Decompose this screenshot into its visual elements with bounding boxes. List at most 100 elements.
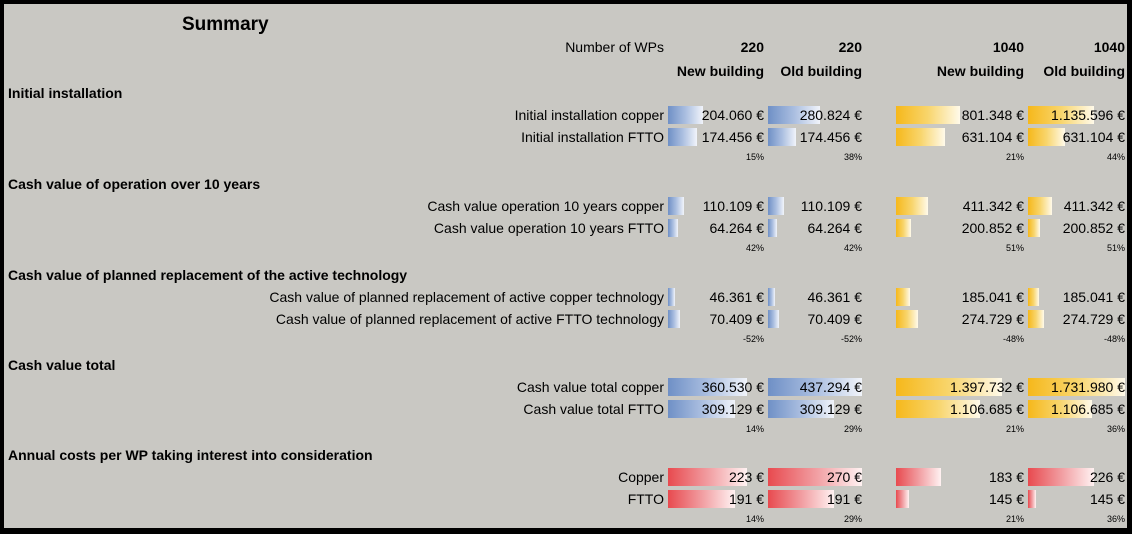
value-bar xyxy=(668,106,703,124)
value-bar xyxy=(768,468,862,486)
value-cell: 437.294 € xyxy=(799,379,862,395)
value-cell: 1.106.685 € xyxy=(1051,401,1125,417)
value-bar xyxy=(768,128,796,146)
section-title: Cash value of operation over 10 years xyxy=(8,176,261,192)
value-bar xyxy=(1028,400,1092,418)
value-bar xyxy=(896,288,910,306)
summary-sheet: Summary Number of WPs 220 220 1040 1040 … xyxy=(4,4,1127,528)
value-cell: 185.041 € xyxy=(961,289,1024,305)
value-cell: 631.104 € xyxy=(961,129,1024,145)
section-title: Initial installation xyxy=(8,85,123,101)
value-cell: 185.041 € xyxy=(1062,289,1125,305)
percent-difference: -48% xyxy=(1002,334,1024,344)
value-cell: 46.361 € xyxy=(709,289,765,305)
value-cell: 411.342 € xyxy=(962,198,1024,214)
percent-difference: -52% xyxy=(840,334,862,344)
value-bar xyxy=(768,310,779,328)
value-bar xyxy=(768,288,775,306)
value-cell: 191 € xyxy=(826,491,862,507)
percent-difference: 36% xyxy=(1106,514,1125,524)
value-cell: 70.409 € xyxy=(807,311,863,327)
value-cell: 70.409 € xyxy=(709,311,765,327)
percent-difference: 36% xyxy=(1106,424,1125,434)
value-cell: 1.135.596 € xyxy=(1051,107,1125,123)
value-cell: 145 € xyxy=(988,491,1024,507)
value-cell: 64.264 € xyxy=(807,220,863,236)
value-bar xyxy=(668,219,678,237)
value-cell: 191 € xyxy=(728,491,764,507)
value-cell: 309.129 € xyxy=(701,401,764,417)
percent-difference: 29% xyxy=(843,424,862,434)
value-cell: 64.264 € xyxy=(709,220,765,236)
value-bar xyxy=(1028,106,1094,124)
summary-title: Summary xyxy=(182,14,269,35)
value-bar xyxy=(1028,490,1036,508)
value-bar xyxy=(1028,288,1039,306)
value-cell: 270 € xyxy=(826,469,862,485)
value-bar xyxy=(1028,378,1125,396)
percent-difference: 14% xyxy=(745,514,764,524)
value-bar xyxy=(668,468,747,486)
value-bar xyxy=(896,197,928,215)
percent-difference: 42% xyxy=(745,243,764,253)
col1-building-type: New building xyxy=(676,63,764,79)
value-bar xyxy=(896,378,1002,396)
percent-difference: 21% xyxy=(1005,152,1024,162)
value-bar xyxy=(1028,310,1044,328)
value-cell: 309.129 € xyxy=(799,401,862,417)
value-bar xyxy=(768,219,777,237)
row-label: Cash value total copper xyxy=(516,379,664,395)
col2-building-type: Old building xyxy=(780,63,862,79)
col2-wp-count: 220 xyxy=(838,39,862,55)
value-bar xyxy=(896,490,909,508)
value-bar xyxy=(668,490,735,508)
percent-difference: 21% xyxy=(1005,514,1024,524)
percent-difference: 51% xyxy=(1106,243,1125,253)
row-label: Cash value of planned replacement of act… xyxy=(269,289,664,305)
percent-difference: -48% xyxy=(1103,334,1125,344)
value-cell: 1.397.732 € xyxy=(950,379,1024,395)
value-cell: 1.731.980 € xyxy=(1051,379,1125,395)
row-label: Cash value operation 10 years copper xyxy=(427,198,664,214)
col3-building-type: New building xyxy=(936,63,1024,79)
value-cell: 631.104 € xyxy=(1062,129,1125,145)
col1-wp-count: 220 xyxy=(740,39,764,55)
value-bar xyxy=(1028,128,1065,146)
row-label: Initial installation copper xyxy=(514,107,664,123)
percent-difference: 14% xyxy=(745,424,764,434)
value-cell: 226 € xyxy=(1089,469,1125,485)
value-cell: 274.729 € xyxy=(1062,311,1125,327)
row-label: Initial installation FTTO xyxy=(521,129,664,145)
section-title: Annual costs per WP taking interest into… xyxy=(8,447,373,463)
value-cell: 183 € xyxy=(988,469,1024,485)
col3-wp-count: 1040 xyxy=(992,39,1024,55)
value-cell: 274.729 € xyxy=(961,311,1024,327)
value-bar xyxy=(1028,219,1040,237)
value-bar xyxy=(896,219,911,237)
section-title: Cash value of planned replacement of the… xyxy=(8,267,408,283)
value-bar xyxy=(896,106,960,124)
row-label: Copper xyxy=(618,469,664,485)
value-cell: 174.456 € xyxy=(701,129,764,145)
percent-difference: 15% xyxy=(745,152,764,162)
value-bar xyxy=(1028,468,1094,486)
value-bar xyxy=(668,378,747,396)
value-bar xyxy=(768,197,784,215)
row-label: Cash value total FTTO xyxy=(523,401,664,417)
col4-wp-count: 1040 xyxy=(1093,39,1125,55)
col4-building-type: Old building xyxy=(1043,63,1125,79)
percent-difference: 38% xyxy=(843,152,862,162)
value-cell: 200.852 € xyxy=(1062,220,1125,236)
value-bar xyxy=(1028,197,1052,215)
value-cell: 801.348 € xyxy=(961,107,1024,123)
percent-difference: 44% xyxy=(1106,152,1125,162)
value-cell: 411.342 € xyxy=(1063,198,1125,214)
value-cell: 1.106.685 € xyxy=(950,401,1024,417)
row-label: FTTO xyxy=(627,491,664,507)
value-bar xyxy=(768,378,862,396)
value-bar xyxy=(896,400,980,418)
value-cell: 145 € xyxy=(1089,491,1125,507)
value-bar xyxy=(668,128,697,146)
value-cell: 110.109 € xyxy=(702,198,764,214)
value-cell: 223 € xyxy=(728,469,764,485)
